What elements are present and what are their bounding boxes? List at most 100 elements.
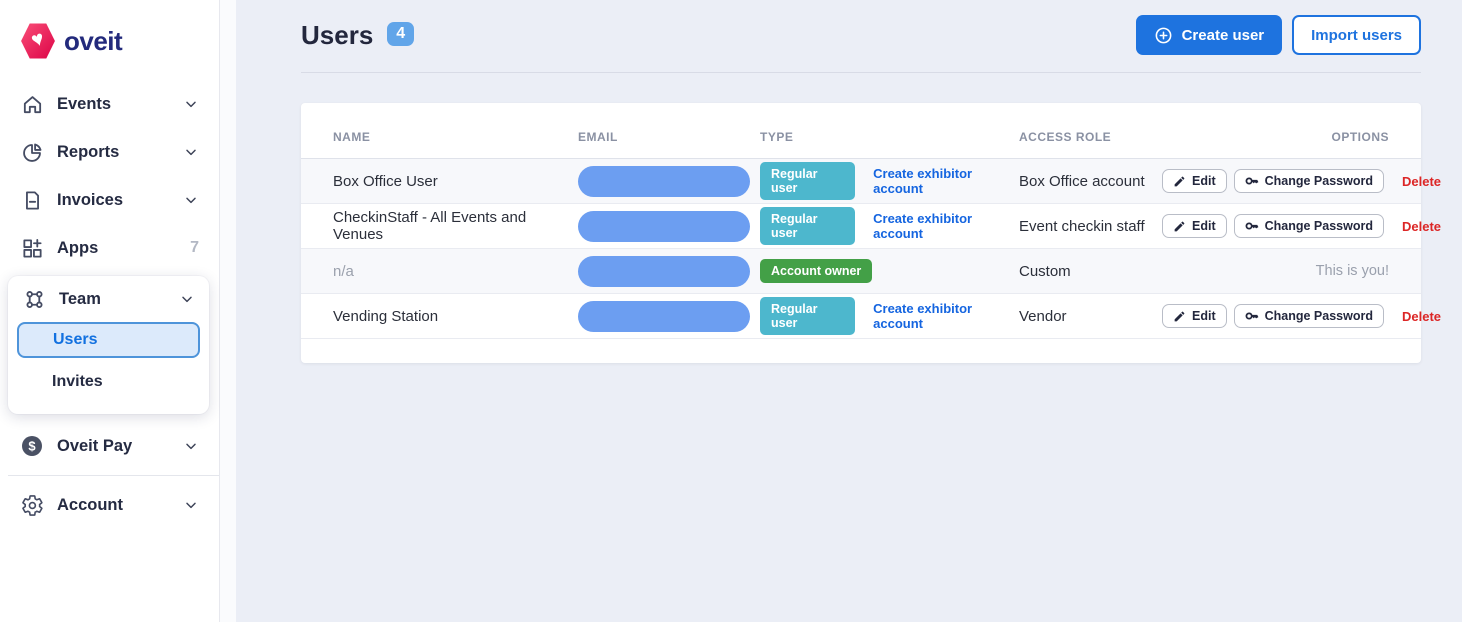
change-password-button[interactable]: Change Password — [1233, 304, 1384, 328]
create-exhibitor-account-link[interactable]: Create exhibitor account — [873, 211, 973, 241]
this-is-you-note: This is you! — [1315, 263, 1389, 279]
button-label: Edit — [1192, 174, 1216, 188]
sidebar-nav: Events Reports Invoices Apps 7 Team Users Invit… — [0, 80, 219, 529]
pencil-icon — [1173, 220, 1186, 233]
sidebar-item-label: Team — [59, 289, 101, 308]
sidebar-item-label: Reports — [57, 142, 120, 161]
table-row: CheckinStaff - All Events and Venues Regu… — [301, 204, 1441, 249]
apps-count: 7 — [190, 239, 199, 256]
user-type-cell: Account owner — [760, 249, 1019, 294]
user-name: CheckinStaff - All Events and Venues — [333, 209, 527, 243]
pie-chart-icon — [20, 140, 44, 164]
key-icon — [1245, 309, 1259, 323]
users-table-card: NAME EMAIL TYPE ACCESS ROLE OPTIONS Box Offi… — [301, 103, 1441, 363]
svg-text:$: $ — [28, 439, 36, 454]
chevron-down-icon — [183, 438, 199, 454]
user-name: n/a — [333, 262, 354, 280]
sidebar-item-invoices[interactable]: Invoices — [0, 176, 219, 224]
sidebar-item-label: Apps — [57, 238, 99, 257]
sidebar: ♥ oveit Events Reports Invoices Apps 7 Team Us… — [0, 0, 220, 622]
sidebar-item-label: Events — [57, 94, 112, 113]
access-role: Custom — [1019, 262, 1071, 280]
options-cell: Edit Change Password Delete — [1162, 204, 1441, 249]
brand-name: oveit — [64, 25, 123, 56]
column-header-options: OPTIONS — [1162, 103, 1421, 159]
sidebar-subitem-users[interactable]: Users — [17, 322, 200, 358]
create-exhibitor-account-link[interactable]: Create exhibitor account — [873, 166, 973, 196]
edit-button[interactable]: Edit — [1162, 304, 1227, 328]
button-label: Change Password — [1264, 174, 1373, 188]
plus-circle-icon — [1155, 27, 1172, 43]
user-type-badge: Account owner — [760, 259, 873, 283]
key-icon — [1245, 219, 1259, 233]
main-content: Users 4 Create user Import users NAME EMA… — [236, 0, 1462, 622]
user-type-cell: Regular user Create exhibitor account — [760, 159, 1019, 204]
oveit-hexagon-logo-icon: ♥ — [21, 23, 55, 59]
gear-icon — [20, 493, 44, 517]
sidebar-item-label: Oveit Pay — [57, 436, 133, 455]
pencil-icon — [1173, 175, 1186, 188]
user-email-cell — [578, 204, 760, 249]
redacted-email-pill — [578, 300, 750, 332]
button-label: Edit — [1192, 219, 1216, 233]
delete-link[interactable]: Delete — [1401, 308, 1442, 324]
user-type-badge: Regular user — [760, 297, 856, 335]
sidebar-item-label: Account — [57, 495, 123, 514]
redacted-email-pill — [578, 210, 750, 242]
button-label: Change Password — [1264, 219, 1373, 233]
sidebar-item-events[interactable]: Events — [0, 80, 219, 128]
user-type-cell: Regular user Create exhibitor account — [760, 294, 1019, 339]
column-header-type: TYPE — [760, 103, 1019, 159]
redacted-email-pill — [578, 165, 750, 197]
delete-link[interactable]: Delete — [1401, 173, 1442, 189]
table-row: Box Office User Regular user Create exhibi… — [301, 158, 1441, 204]
sidebar-item-reports[interactable]: Reports — [0, 128, 219, 176]
sidebar-subitem-invites[interactable]: Invites — [52, 373, 103, 390]
brand-logo[interactable]: ♥ oveit — [0, 0, 219, 80]
table-header-row: NAME EMAIL TYPE ACCESS ROLE OPTIONS — [301, 103, 1421, 159]
sidebar-item-apps[interactable]: Apps 7 — [0, 224, 219, 272]
access-role: Event checkin staff — [1019, 217, 1145, 235]
user-email-cell — [578, 249, 760, 294]
table-row: n/a Account owner Custom This is you! — [301, 248, 1421, 294]
user-type-cell: Regular user Create exhibitor account — [760, 204, 1019, 249]
sidebar-item-label: Invoices — [57, 190, 124, 209]
key-icon — [1245, 174, 1259, 188]
heart-icon: ♥ — [28, 26, 48, 53]
chevron-down-icon — [183, 497, 199, 513]
page-title: Users — [301, 19, 374, 50]
import-users-button[interactable]: Import users — [1292, 15, 1421, 55]
column-header-access-role: ACCESS ROLE — [1019, 103, 1162, 159]
header-divider — [301, 72, 1421, 73]
change-password-button[interactable]: Change Password — [1233, 214, 1384, 238]
dollar-icon: $ — [20, 434, 44, 458]
sidebar-item-team[interactable]: Team — [8, 276, 209, 322]
sidebar-gutter — [220, 0, 236, 622]
user-email-cell — [578, 294, 760, 339]
create-exhibitor-account-link[interactable]: Create exhibitor account — [873, 301, 973, 331]
options-cell: This is you! — [1162, 249, 1421, 294]
sidebar-item-account[interactable]: Account — [0, 481, 219, 529]
user-type-badge: Regular user — [760, 162, 856, 200]
sidebar-divider — [8, 475, 219, 476]
user-name: Vending Station — [333, 307, 439, 325]
users-table: NAME EMAIL TYPE ACCESS ROLE OPTIONS Box Offi… — [301, 103, 1441, 339]
pencil-icon — [1173, 310, 1186, 323]
team-icon — [22, 287, 46, 311]
redacted-email-pill — [578, 255, 750, 287]
chevron-down-icon — [183, 96, 199, 112]
options-cell: Edit Change Password Delete — [1162, 159, 1441, 204]
table-row: Vending Station Regular user Create exhibi… — [301, 294, 1441, 339]
chevron-down-icon — [183, 144, 199, 160]
create-user-button[interactable]: Create user — [1135, 15, 1283, 55]
button-label: Edit — [1192, 309, 1216, 323]
change-password-button[interactable]: Change Password — [1233, 169, 1384, 193]
column-header-name: NAME — [301, 103, 578, 159]
access-role: Box Office account — [1019, 172, 1145, 190]
sidebar-item-oveit-pay[interactable]: $ Oveit Pay — [0, 422, 219, 470]
page-header: Users 4 Create user Import users — [301, 15, 1421, 55]
edit-button[interactable]: Edit — [1162, 214, 1227, 238]
delete-link[interactable]: Delete — [1401, 218, 1442, 234]
edit-button[interactable]: Edit — [1162, 169, 1227, 193]
create-user-label: Create user — [1181, 26, 1265, 44]
